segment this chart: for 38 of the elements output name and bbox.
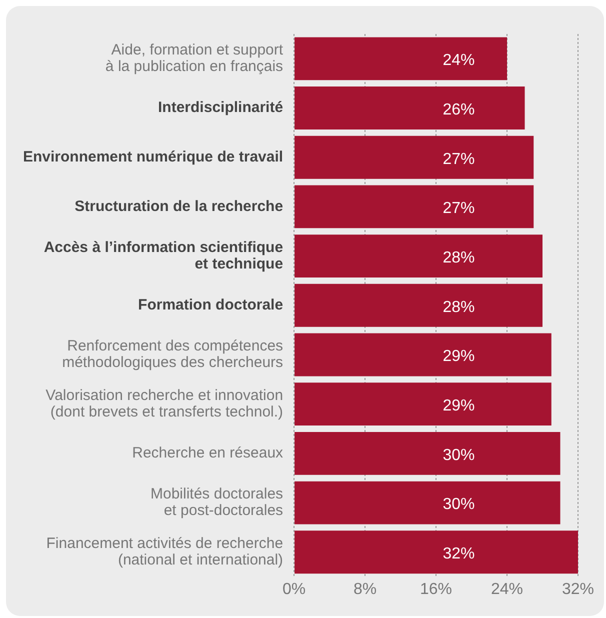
bar xyxy=(294,86,525,130)
y-tick-label: Recherche en réseaux xyxy=(132,444,284,462)
x-tick-label: 8% xyxy=(353,580,377,598)
y-tick-label: Mobilités doctorales et post-doctorales xyxy=(150,486,284,520)
y-tick-label: Renforcement des compétences méthodologiques des chercheurs xyxy=(62,338,284,372)
x-tick-label: 0% xyxy=(282,580,306,598)
x-tick-label: 24% xyxy=(491,580,524,598)
y-tick-label: Valorisation recherche et innovation (dont brevets et transferts technol.) xyxy=(46,386,284,420)
y-tick-label: Structuration de la recherche xyxy=(74,198,284,215)
data-label: 28% xyxy=(442,249,475,266)
bar xyxy=(294,382,552,426)
bar xyxy=(294,136,534,179)
bar xyxy=(294,234,543,278)
bar xyxy=(294,37,508,80)
x-tick-label: 16% xyxy=(420,580,452,598)
bar xyxy=(294,530,578,574)
y-tick-label: Interdisciplinarité xyxy=(158,99,284,116)
bar xyxy=(294,333,552,376)
data-label: 30% xyxy=(442,446,475,464)
bar xyxy=(294,185,534,228)
bar xyxy=(294,284,543,327)
data-label: 29% xyxy=(442,397,475,414)
y-tick-label: Financement activités de recherche (national et international) xyxy=(46,535,284,569)
data-label: 27% xyxy=(442,150,475,168)
data-label: 28% xyxy=(442,298,475,316)
y-tick-label: Formation doctorale xyxy=(138,296,284,314)
data-label: 30% xyxy=(442,496,475,514)
data-label: 24% xyxy=(442,52,475,70)
y-tick-label: Accès à l’information scientifique et technique xyxy=(44,238,284,272)
data-label: 32% xyxy=(442,546,475,563)
x-tick-label: 32% xyxy=(562,580,594,598)
y-tick-label: Environnement numérique de travail xyxy=(23,148,284,166)
bar xyxy=(294,432,560,475)
data-label: 26% xyxy=(442,101,475,118)
data-label: 29% xyxy=(442,348,475,366)
y-tick-label: Aide, formation et support à la publication en français xyxy=(105,42,284,76)
data-label: 27% xyxy=(442,200,475,218)
bar xyxy=(294,481,560,524)
